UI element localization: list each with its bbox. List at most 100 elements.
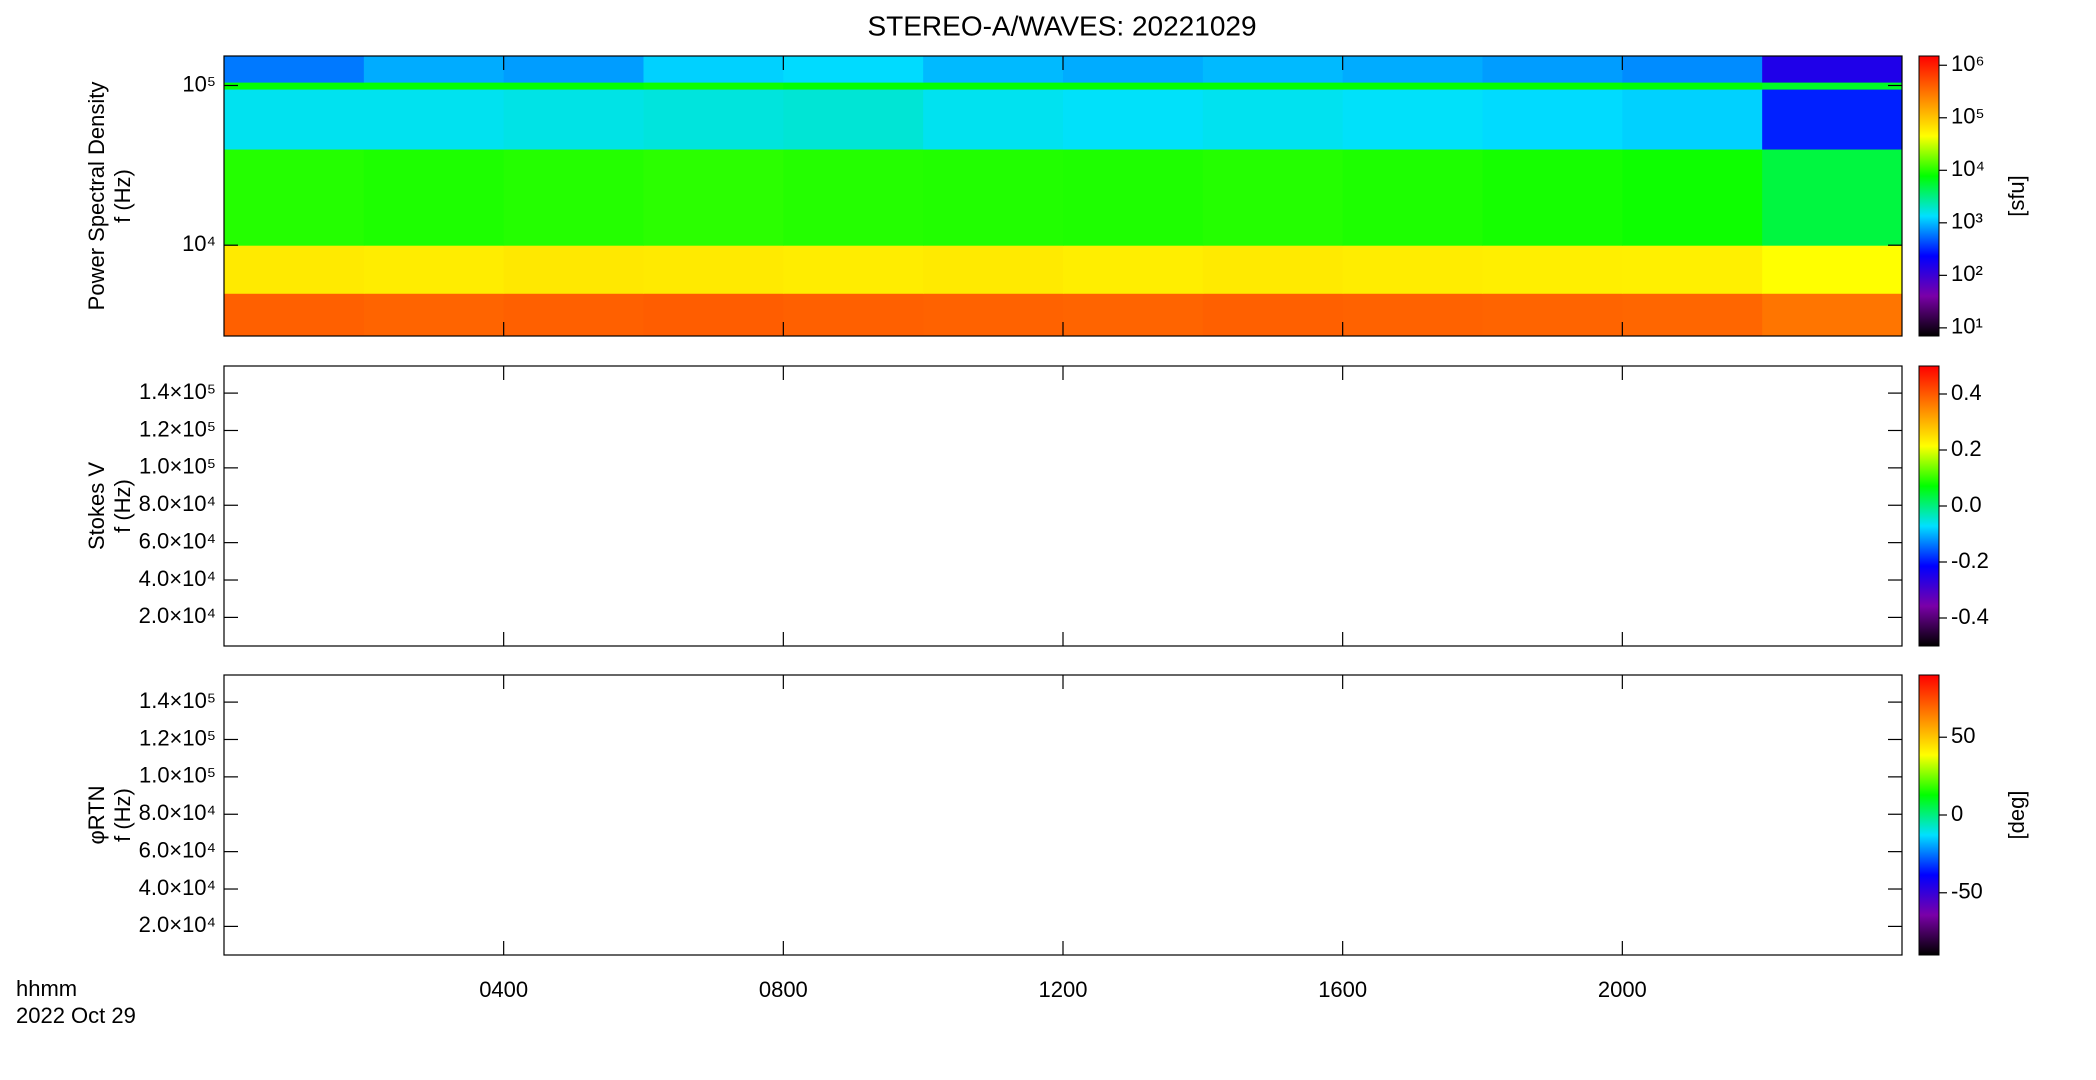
- spectrogram-cell: [643, 56, 784, 83]
- spectrogram-cell: [783, 89, 924, 150]
- spectrogram-cell: [224, 56, 365, 83]
- spectrogram-cell: [1202, 82, 1344, 90]
- spectrogram-cell: [363, 293, 505, 337]
- y-tick-label: 1.4×10⁵: [139, 379, 216, 404]
- spectrogram-cell: [1762, 56, 1903, 83]
- spectrogram-cell: [783, 149, 924, 246]
- spectrogram-cell: [1342, 149, 1483, 246]
- x-tick-label: 0400: [479, 977, 528, 1002]
- colorbar-label: [sfu]: [2004, 175, 2029, 217]
- time-label: hhmm: [16, 976, 77, 1001]
- spectrogram-cell: [923, 56, 1064, 83]
- spectrogram-cell: [363, 89, 505, 150]
- plot-frame: [223, 365, 1903, 647]
- colorbar-tick-label: 10⁴: [1951, 156, 1985, 181]
- x-tick-label: 1200: [1039, 977, 1088, 1002]
- spectrogram-cell: [503, 82, 644, 90]
- spectrogram-cell: [1202, 245, 1344, 294]
- spectrogram-cell: [1762, 89, 1903, 150]
- spectrogram-cell: [1622, 149, 1763, 246]
- spectrogram-cell: [643, 89, 784, 150]
- spectrogram-cell: [1342, 82, 1483, 90]
- y-tick-label: 1.2×10⁵: [139, 725, 216, 750]
- spectrogram-cell: [1622, 245, 1763, 294]
- spectrogram-cell: [1762, 293, 1903, 337]
- y-tick-label: 1.2×10⁵: [139, 416, 216, 441]
- spectrogram-cell: [783, 56, 924, 83]
- y-axis-label: Stokes V: [84, 462, 109, 550]
- colorbar-tick-label: 10⁵: [1951, 104, 1985, 129]
- colorbar-tick-label: -0.2: [1951, 548, 1989, 573]
- date-label: 2022 Oct 29: [16, 1003, 136, 1028]
- spectrogram-cell: [1622, 82, 1763, 90]
- spectrogram-cell: [1202, 89, 1344, 150]
- spectrogram-cell: [1063, 293, 1204, 337]
- x-tick-label: 1600: [1318, 977, 1367, 1002]
- spectrogram-cell: [224, 89, 365, 150]
- y-tick-label: 10⁴: [182, 231, 216, 256]
- spectrogram-cell: [1063, 82, 1204, 90]
- y-tick-label: 4.0×10⁴: [139, 566, 216, 591]
- spectrogram-cell: [224, 149, 365, 246]
- spectrogram-cell: [923, 82, 1064, 90]
- spectrogram-cell: [1063, 89, 1204, 150]
- spectrogram-cell: [1482, 293, 1623, 337]
- spectrogram-cell: [363, 82, 505, 90]
- spectrogram-cell: [1622, 89, 1763, 150]
- spectrogram-cell: [1482, 149, 1623, 246]
- chart-title: STEREO-A/WAVES: 20221029: [867, 10, 1256, 41]
- colorbar-tick-label: 10³: [1951, 209, 1983, 234]
- spectrogram-cell: [1622, 293, 1763, 337]
- spectrogram-cell: [503, 56, 644, 83]
- colorbar-tick-label: -0.4: [1951, 604, 1989, 629]
- colorbar-tick-label: 0.4: [1951, 380, 1982, 405]
- y-tick-label: 1.4×10⁵: [139, 688, 216, 713]
- colorbar-tick-label: 10¹: [1951, 314, 1983, 339]
- spectrogram-cell: [224, 82, 365, 90]
- y-tick-label: 6.0×10⁴: [139, 528, 216, 553]
- spectrogram-cell: [1063, 245, 1204, 294]
- x-tick-label: 0800: [759, 977, 808, 1002]
- colorbar-tick-label: -50: [1951, 879, 1983, 904]
- y-tick-label: 2.0×10⁴: [139, 603, 216, 628]
- spectrogram-cell: [923, 245, 1064, 294]
- y-tick-label: 6.0×10⁴: [139, 837, 216, 862]
- y-axis-label: f (Hz): [110, 788, 135, 842]
- spectrogram-cell: [783, 82, 924, 90]
- colorbar-label: [deg]: [2004, 791, 2029, 840]
- spectrogram-cell: [1482, 245, 1623, 294]
- spectrogram-cell: [643, 82, 784, 90]
- spectrogram-cell: [503, 149, 644, 246]
- spectrogram-cell: [1482, 82, 1623, 90]
- colorbar-tick-label: 0: [1951, 801, 1963, 826]
- spectrogram-cell: [1342, 245, 1483, 294]
- spectrogram-cell: [1342, 293, 1483, 337]
- spectrogram-cell: [1762, 149, 1903, 246]
- spectrogram-cell: [923, 89, 1064, 150]
- colorbar-tick-label: 10⁶: [1951, 51, 1985, 76]
- y-tick-label: 1.0×10⁵: [139, 454, 216, 479]
- spectrogram-cell: [643, 149, 784, 246]
- y-axis-label: Power Spectral Density: [84, 82, 109, 311]
- spectrogram-cell: [503, 293, 644, 337]
- colorbar-tick-label: 10²: [1951, 261, 1983, 286]
- y-tick-label: 4.0×10⁴: [139, 875, 216, 900]
- spectrogram-cell: [1342, 89, 1483, 150]
- spectrogram-cell: [1762, 82, 1903, 90]
- colorbar: [1918, 674, 1940, 956]
- y-tick-label: 1.0×10⁵: [139, 763, 216, 788]
- colorbar: [1918, 365, 1940, 647]
- spectrogram-cell: [363, 56, 505, 83]
- spectrogram-cell: [1063, 149, 1204, 246]
- colorbar: [1918, 55, 1940, 337]
- spectrogram-cell: [923, 149, 1064, 246]
- y-axis-label: f (Hz): [110, 479, 135, 533]
- spectrogram-cell: [503, 89, 644, 150]
- y-tick-label: 8.0×10⁴: [139, 491, 216, 516]
- spectrogram-cell: [783, 293, 924, 337]
- spectrogram-cell: [1342, 56, 1483, 83]
- colorbar-tick-label: 0.0: [1951, 492, 1982, 517]
- spectrogram-cell: [1622, 56, 1763, 83]
- spectrogram-cell: [1202, 293, 1344, 337]
